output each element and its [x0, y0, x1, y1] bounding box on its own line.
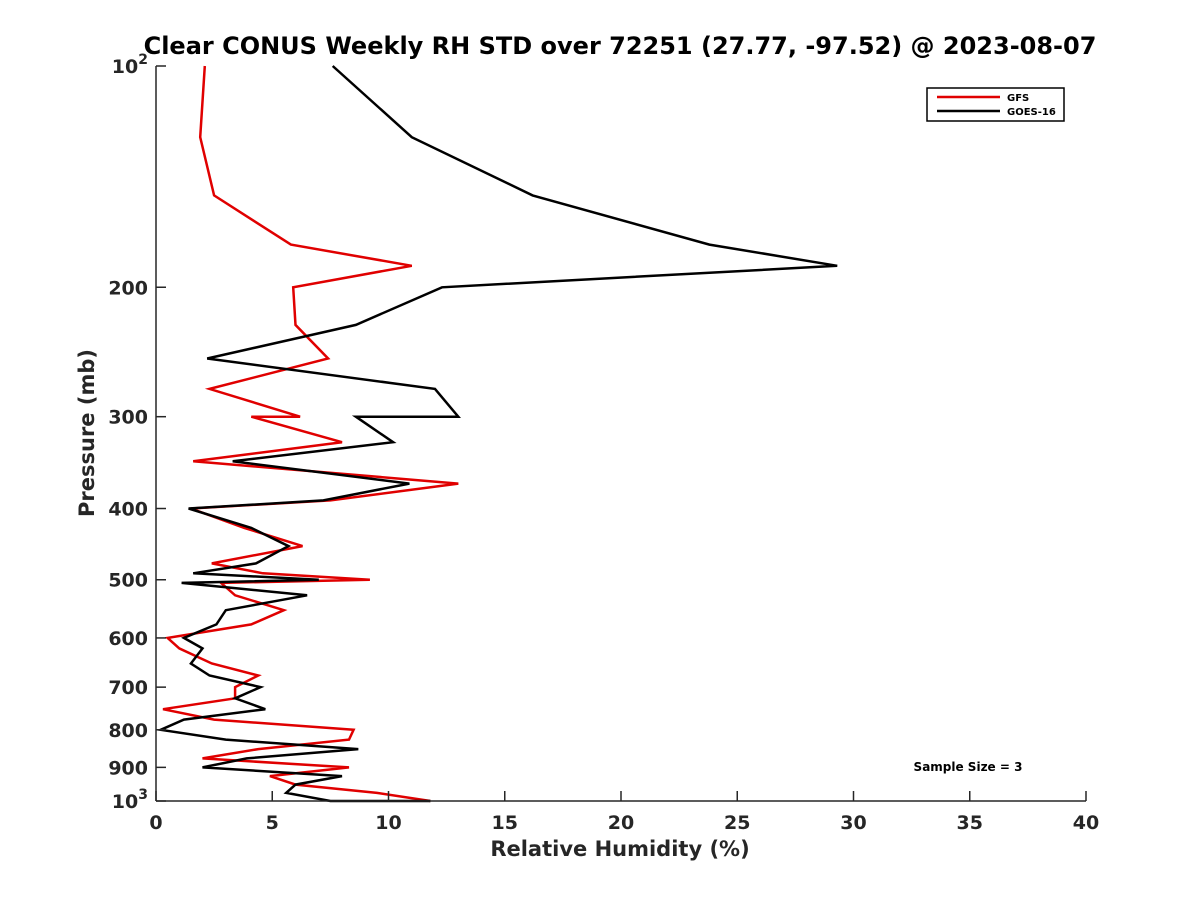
x-tick-label: 25	[724, 812, 750, 834]
y-tick-label: 200	[108, 277, 148, 299]
axes-layer: 0 5 10 15 20 25 30 35 40 102 200 300 400 500 600 700 800…	[108, 52, 1099, 834]
y-tick-label: 700	[108, 677, 148, 699]
y-tick-label: 600	[108, 628, 148, 650]
y-axis-label: Pressure (mb)	[75, 349, 99, 517]
sample-size-annotation: Sample Size = 3	[914, 760, 1023, 774]
x-tick-label: 15	[492, 812, 518, 834]
chart-title: Clear CONUS Weekly RH STD over 72251 (27…	[144, 32, 1097, 60]
y-tick-label: 500	[108, 570, 148, 592]
x-tick-label: 5	[266, 812, 279, 834]
y-tick-label: 900	[108, 757, 148, 779]
legend: GFS GOES-16	[926, 87, 1065, 122]
y-tick-label: 800	[108, 720, 148, 742]
series-layer	[156, 65, 838, 803]
series-line-gfs	[162, 65, 459, 803]
x-tick-label: 35	[957, 812, 983, 834]
series-line-goes-16	[156, 65, 838, 803]
x-tick-label: 20	[608, 812, 634, 834]
y-tick-label: 103	[112, 787, 148, 813]
y-tick-label: 400	[108, 499, 148, 521]
legend-label-gfs: GFS	[1007, 93, 1029, 104]
x-tick-label: 40	[1073, 812, 1099, 834]
x-axis-label: Relative Humidity (%)	[490, 837, 749, 861]
x-tick-label: 10	[375, 812, 401, 834]
y-tick-label: 102	[112, 52, 148, 78]
legend-label-goes16: GOES-16	[1007, 107, 1056, 118]
y-tick-label: 300	[108, 407, 148, 429]
legend-box	[926, 87, 1065, 122]
x-tick-label: 30	[840, 812, 866, 834]
x-tick-label: 0	[149, 812, 162, 834]
